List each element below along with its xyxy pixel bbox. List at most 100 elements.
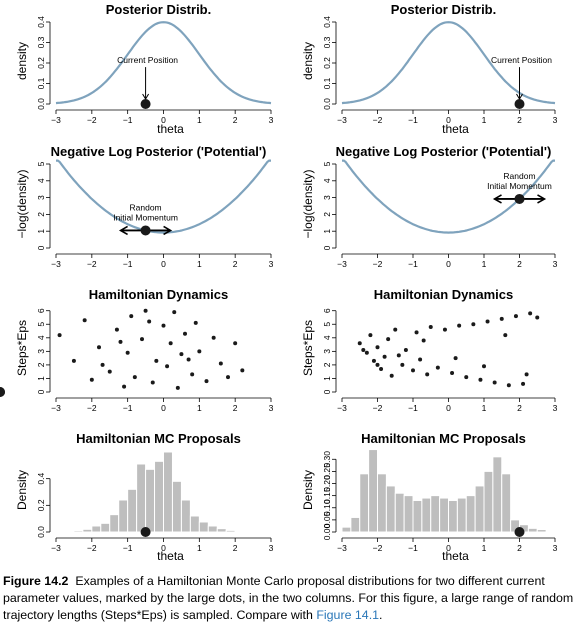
y-tick-label: 0 [322,245,332,250]
x-tick-label: −3 [51,259,61,269]
panel-hist-left: Hamiltonian MC Proposals −3 −2 −1 0 1 2 3 theta 0… [15,431,274,563]
trajectory-endpoint [71,358,76,363]
histogram-bar [91,525,102,533]
trajectory-endpoint [140,337,144,342]
panel-title: Hamiltonian MC Proposals [361,431,526,446]
trajectory-endpoint [503,333,508,338]
trajectory-endpoint [204,379,209,384]
trajectory-endpoint [418,357,423,362]
trajectory-endpoint [197,349,202,354]
panel-post-right: Posterior Distrib.−3 −2 −1 0 1 2 3theta0.00.10… [301,2,558,136]
x-tick-label: 2 [233,403,238,413]
x-tick-label: 3 [269,403,274,413]
histogram-bar [536,529,547,533]
y-tick-label: 3 [322,195,332,200]
x-tick-label: 3 [553,543,558,553]
y-tick-label: 0.00 [322,523,332,540]
trajectory-endpoint [371,358,376,363]
trajectory-endpoint [100,362,105,367]
trajectory-endpoint [421,338,426,343]
trajectory-endpoint [211,335,216,340]
x-tick-label: −3 [337,403,347,413]
histogram-bar [189,515,200,533]
x-tick-label: −3 [51,403,61,413]
x-tick-label: 0 [161,403,166,413]
trajectory-endpoint [513,314,518,319]
trajectory-endpoint [107,369,112,374]
caption-figure-link[interactable]: Figure 14.1 [316,608,380,622]
x-tick-label: −2 [373,259,383,269]
histogram-bar [145,468,156,533]
y-tick-label: 0.2 [322,57,332,69]
x-axis: −3 −2 −1 0 1 2 3 [51,537,274,553]
panel-ham-left: Hamiltonian Dynamics −3 −2 −1 0 1 2 3 0 1 2 3 4 5 6 Ste… [0,287,274,413]
current-position-dot [514,99,525,109]
trajectory-endpoint [118,339,123,344]
current-position-dot [514,193,525,204]
histogram-bar [171,480,182,533]
trajectory-endpoint [226,375,230,380]
histogram-bar [483,470,494,533]
histogram-bar [474,485,485,533]
y-tick-label: 0.15 [322,487,332,504]
x-tick-label: −1 [123,259,133,269]
x-tick-label: 0 [446,543,451,553]
histogram-bar [198,521,209,533]
panel-title: Posterior Distrib. [391,2,496,17]
y-axis-label: Density [301,470,315,510]
trajectory-endpoint [389,373,394,378]
trajectory-endpoint [471,322,476,327]
x-tick-label: 2 [233,259,238,269]
x-tick-label: 2 [517,115,522,125]
x-tick-label: −1 [408,115,418,125]
x-tick-label: −2 [87,259,97,269]
histogram-bar [385,485,396,533]
trajectory-endpoint [453,356,458,361]
y-tick-label: 0.25 [322,463,332,480]
density-curve [55,21,272,105]
x-axis-label: theta [157,122,184,136]
trajectory-endpoint [396,353,401,358]
histogram-bar [341,526,352,533]
y-tick-label: 4 [322,178,332,183]
x-axis-label: theta [442,549,469,563]
y-tick-label: 1 [36,376,46,381]
momentum-arrow-right [163,225,173,236]
histogram-bar [456,497,467,533]
y-tick-label: 0 [322,389,332,394]
y-tick-label: 3 [322,349,332,354]
trajectory-endpoint [442,327,447,332]
trajectory-endpoint [150,380,155,385]
y-tick-label: 6 [36,308,46,313]
momentum-arrow-left [492,194,502,204]
y-axis: 0.0 0.1 0.2 0.3 0.4 [322,16,337,110]
x-axis: −3 −2 −1 0 1 2 3 [337,253,558,269]
trajectory-endpoint [193,320,198,325]
trajectory-endpoint [190,372,195,377]
momentum-arrow-left [118,225,128,236]
x-axis: −3 −2 −1 0 1 2 3 [51,253,274,269]
y-axis: 0 1 2 3 4 5 [36,161,51,250]
annotation-label-line1: Random [503,171,535,181]
y-tick-label: 2 [322,212,332,217]
x-tick-label: −3 [337,543,347,553]
y-tick-label: 5 [322,161,332,166]
histogram-bar [377,473,387,533]
trajectory-endpoint [357,341,362,346]
trajectory-endpoint [125,350,130,355]
histogram-bar [180,499,191,533]
annotation-label-line2: Initial Momentum [487,181,552,191]
histogram-bar [448,499,458,533]
annotation-label-line1: Random [130,202,162,212]
panel-title: Hamiltonian Dynamics [374,287,513,302]
x-tick-label: 3 [553,115,558,125]
annotation-label-line2: Initial Momentum [113,212,178,222]
trajectory-endpoint [129,314,134,319]
x-tick-label: 0 [446,403,451,413]
trajectory-endpoint [233,341,238,346]
x-tick-label: 3 [269,543,274,553]
trajectory-endpoint [450,371,455,376]
y-axis-label: density [301,42,315,80]
trajectory-endpoint [122,384,127,389]
histogram-bar [359,473,370,533]
